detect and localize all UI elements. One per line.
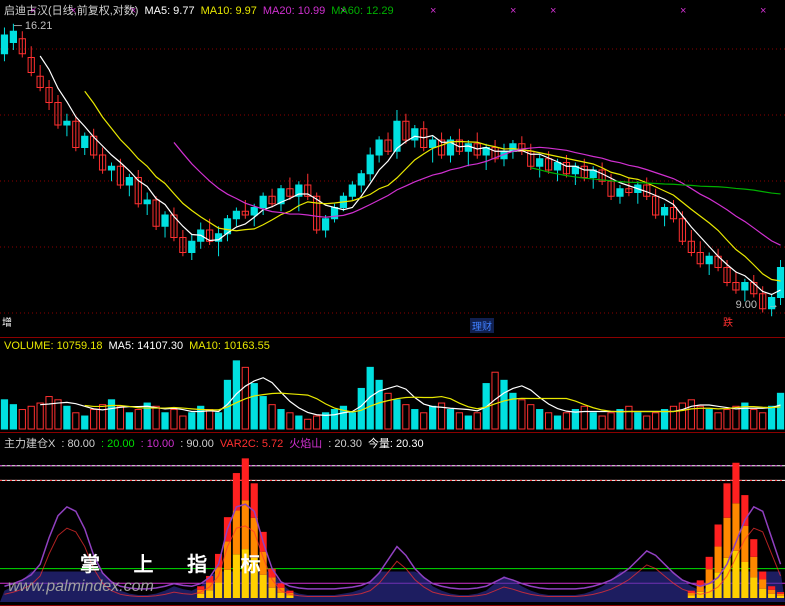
tag-licai: 理财: [470, 318, 494, 333]
header-item: : 20.00: [101, 438, 135, 450]
watermark-brand: 掌 上 指 标: [80, 548, 275, 577]
header-item: 启迪古汉(日线,前复权,对数): [4, 5, 138, 17]
price-chart[interactable]: ×××××××××: [0, 0, 785, 338]
header-item: MA10: 10163.55: [189, 340, 270, 352]
price-high-label: ─ 16.21: [14, 20, 52, 32]
svg-text:×: ×: [680, 5, 686, 17]
header-item: VOLUME: 10759.18: [4, 340, 102, 352]
header-item: : 10.00: [141, 438, 175, 450]
header-item: 火焰山: [289, 438, 322, 450]
header-item: MA20: 10.99: [263, 5, 325, 17]
volume-panel[interactable]: VOLUME: 10759.18 MA5: 14107.30 MA10: 10163…: [0, 338, 785, 433]
price-arrow: →: [768, 299, 779, 311]
svg-text:×: ×: [760, 5, 766, 17]
indicator-header: 主力建仓X : 80.00 : 20.00 : 10.00 : 90.00 VAR2C: …: [4, 435, 430, 451]
price-header: 启迪古汉(日线,前复权,对数) MA5: 9.77 MA10: 9.97 MA20: …: [4, 2, 400, 18]
volume-chart[interactable]: [0, 338, 785, 433]
header-item: MA5: 14107.30: [108, 340, 183, 352]
header-item: : 90.00: [180, 438, 214, 450]
header-item: : 20.30: [328, 438, 362, 450]
header-item: MA10: 9.97: [201, 5, 257, 17]
header-item: VAR2C: 5.72: [220, 438, 283, 450]
watermark-url: www.palmindex.com: [8, 578, 154, 596]
svg-text:×: ×: [550, 5, 556, 17]
header-item: 今量: 20.30: [368, 438, 424, 450]
price-panel[interactable]: ××××××××× 启迪古汉(日线,前复权,对数)MA5: 9.77MA10: …: [0, 0, 785, 338]
tag-die: 跌: [723, 314, 733, 329]
price-low-label: 9.00: [736, 299, 757, 311]
svg-text:×: ×: [430, 5, 436, 17]
volume-header: VOLUME: 10759.18 MA5: 14107.30 MA10: 10163…: [4, 340, 276, 352]
header-item: MA60: 12.29: [331, 5, 393, 17]
tag-zeng: 增: [2, 314, 12, 329]
header-item: MA5: 9.77: [144, 5, 194, 17]
header-item: 主力建仓X: [4, 438, 55, 450]
svg-text:×: ×: [510, 5, 516, 17]
indicator-panel[interactable]: 主力建仓X : 80.00 : 20.00 : 10.00 : 90.00 VAR2C: …: [0, 433, 785, 606]
header-item: : 80.00: [61, 438, 95, 450]
